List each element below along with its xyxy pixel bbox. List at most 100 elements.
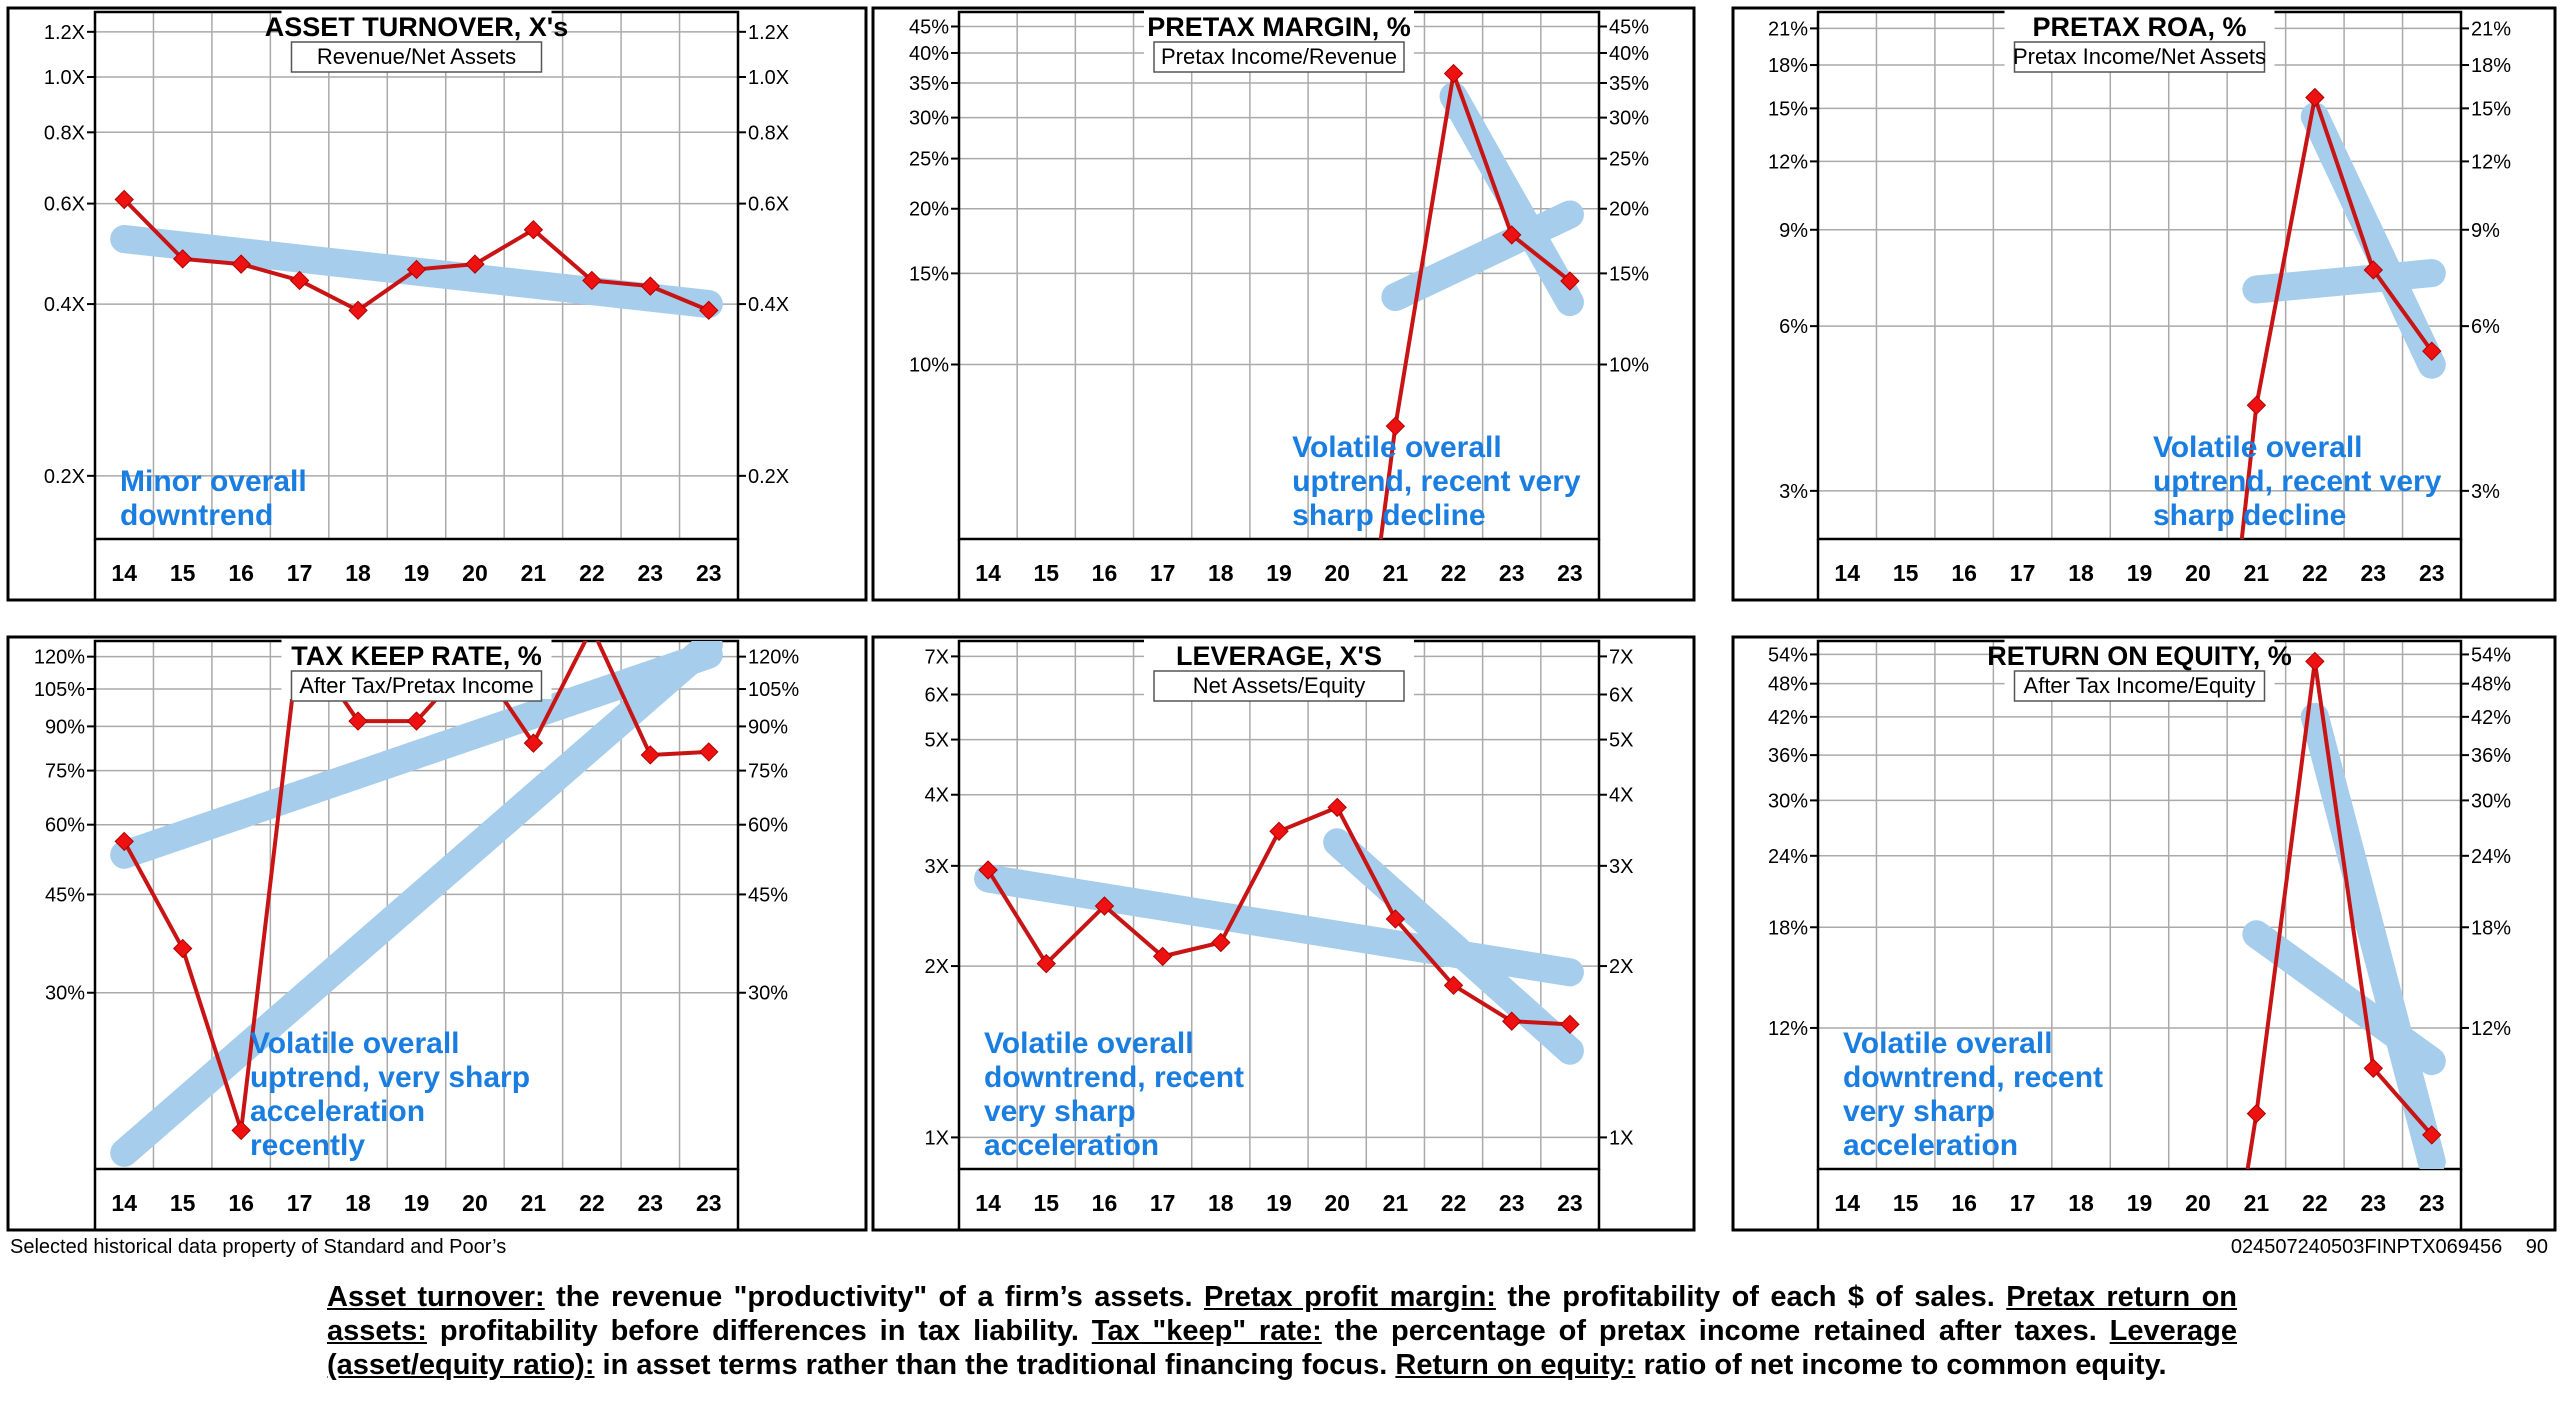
subtitle-box [290,670,543,702]
y-tick-label-right: 21% [2471,18,2511,40]
def-term: Pretax return on assets: [327,1281,2238,1347]
y-tick-label-left: 48% [1768,674,1808,696]
y-tick-label-right: 24% [2471,846,2511,868]
data-point [348,711,368,731]
y-tick-label-left: 7X [925,646,949,668]
chart-subtitle: Pretax Income/Net Assets [2013,44,2266,69]
y-tick-label-right: 6X [1609,685,1633,707]
def-term: Asset turnover: [327,1281,545,1313]
data-point [1385,416,1406,436]
y-tick-label-left: 20% [909,199,949,221]
x-tick-label: 23 [638,560,664,586]
trend-annotation: downtrend, recent [984,1061,1244,1094]
def-term: Return on equity: [1395,1349,1636,1381]
subtitle-box [1153,41,1405,73]
trend-annotation: sharp decline [1292,499,1485,532]
x-tick-label: 22 [2302,560,2328,586]
x-tick-label: 18 [1208,560,1234,586]
data-point [231,1120,251,1141]
chart-panel: 3% 3% 6% 6% 9% 9% 12% 12% 15% 15% 18% 18% 21% 21% 14 15… [1731,6,2557,602]
def-text: the percentage of pretax income retained… [1321,1315,2110,1347]
y-tick-label-left: 1.2X [44,22,85,44]
document-id: 024507240503FINPTX069456 [2230,1236,2503,1258]
y-tick-label-left: 120% [34,647,85,669]
y-tick-label-right: 10% [1609,354,1649,376]
data-point [978,860,998,880]
trend-band [1323,828,1584,1065]
y-tick-label-left: 21% [1768,18,1808,40]
x-tick-label: 14 [1834,560,1860,586]
y-tick-label-right: 6% [2471,316,2500,338]
chart-title-box: PRETAX MARGIN, %Pretax Income/Revenue [1144,10,1414,73]
x-tick-label: 16 [228,1190,254,1216]
x-tick-label: 21 [2244,560,2270,586]
subtitle-box [1153,670,1405,702]
y-tick-label-left: 1.0X [44,67,85,89]
data-point [1269,821,1289,842]
x-tick-label: 22 [1441,560,1467,586]
x-tick-label: 15 [1893,1190,1919,1216]
x-tick-label: 23 [2361,1190,2387,1216]
document-code: 024507240503FINPTX069456 90 [2213,1236,2548,1259]
y-tick-label-left: 60% [45,815,85,837]
chart-title-box: TAX KEEP RATE, %After Tax/Pretax Income [281,639,552,702]
x-tick-label: 23 [1499,1190,1525,1216]
chart-title: PRETAX ROA, % [2032,12,2246,42]
subtitle-box [2013,670,2266,702]
plot-layer [1378,63,1584,539]
x-tick-label: 22 [2302,1190,2328,1216]
data-point [2422,341,2442,361]
x-tick-label: 18 [345,560,371,586]
x-tick-label: 16 [1092,1190,1118,1216]
y-tick-label-right: 30% [1609,108,1649,130]
y-tick-label-right: 45% [748,884,788,906]
y-tick-label-right: 3X [1609,856,1633,878]
data-point [2246,395,2267,416]
y-tick-label-right: 48% [2471,674,2511,696]
y-tick-label-right: 54% [2471,644,2511,666]
y-tick-label-right: 75% [748,761,788,783]
y-tick-label-left: 4X [925,785,949,807]
y-tick-label-left: 0.8X [44,122,85,144]
trend-annotation: Volatile overall [984,1027,1194,1060]
data-point [1152,946,1173,967]
x-tick-label: 23 [2361,560,2387,586]
data-point [2363,1058,2384,1079]
subtitle-box [2013,41,2266,73]
y-tick-label-right: 40% [1609,43,1649,65]
data-point [2305,87,2325,108]
trend-annotation: acceleration [1843,1129,2018,1162]
chart-panel: 0.2X 0.2X 0.4X 0.4X 0.6X 0.6X 0.8X 0.8X 1.0X 1.0X… [6,6,868,602]
chart-subtitle: Net Assets/Equity [1193,673,1365,698]
data-point [1560,1014,1580,1035]
data-point [406,259,427,280]
x-tick-label: 21 [2244,1190,2270,1216]
x-tick-label: 16 [1092,560,1118,586]
x-tick-label: 19 [1266,560,1292,586]
chart-title: PRETAX MARGIN, % [1147,12,1411,42]
chart-subtitle: Pretax Income/Revenue [1161,44,1397,69]
y-tick-label-left: 42% [1768,707,1808,729]
chart-title: ASSET TURNOVER, X's [265,12,568,42]
x-tick-label: 14 [111,560,137,586]
y-tick-label-left: 45% [45,884,85,906]
y-tick-label-left: 6X [925,685,949,707]
y-tick-label-left: 25% [909,149,949,171]
x-tick-label: 17 [2010,1190,2036,1216]
x-tick-label: 17 [1150,1190,1176,1216]
chart-title-box: PRETAX ROA, %Pretax Income/Net Assets [2004,10,2275,73]
def-term: Pretax profit margin: [1204,1281,1496,1313]
trend-annotation: sharp decline [2153,499,2346,532]
data-point [1385,909,1406,929]
data-point [699,300,719,321]
data-point [2422,1125,2442,1145]
data-point [1560,271,1580,291]
x-tick-label: 17 [2010,560,2036,586]
x-tick-label: 19 [2127,560,2153,586]
y-tick-label-left: 15% [1768,98,1808,120]
y-tick-label-right: 2X [1609,956,1633,978]
trend-band-shade [110,641,723,869]
page-number: 90 [2525,1236,2548,1258]
y-tick-label-left: 30% [1768,790,1808,812]
def-text: profitability before differences in tax … [426,1315,1092,1347]
